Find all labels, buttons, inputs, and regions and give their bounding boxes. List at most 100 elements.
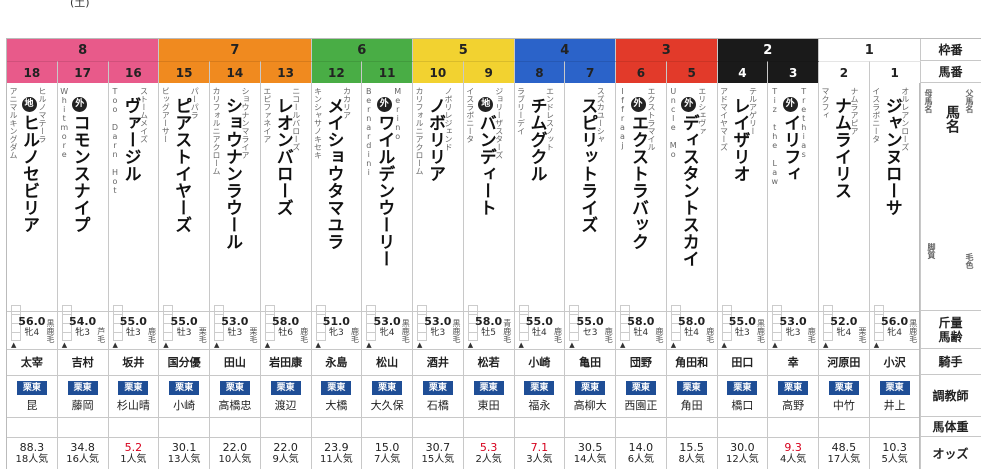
sex-age: 牝3 <box>430 328 446 338</box>
horse-name-cell[interactable]: カリフォルニアクローム ショウナンマライア ショウナンラウール ▲ 栗毛 <box>210 83 261 351</box>
origin-mark: 地 <box>478 97 494 112</box>
trainer-row: 栗東昆栗東 藤岡 栗東 杉山晴 栗東 小崎 栗東 高橋忠 栗東 渡辺 栗東 大橋 栗東 大久保 栗東 石橋 栗東… <box>7 375 921 417</box>
jockey-name[interactable]: 太宰 <box>7 349 58 375</box>
dam-name: ノボリレジェンド <box>444 87 453 151</box>
trainer-name[interactable]: 中竹 <box>832 399 855 412</box>
horse-number-cell: 6 <box>616 61 667 83</box>
horse-name-cell[interactable]: マクフィ ナムラアピア ナムライリス ▲ 栗毛 <box>819 83 870 351</box>
number-row: 18 17 16 15 14 13 12 11 10 9 8 7 6 5 4 3 2 1 <box>7 61 921 83</box>
horse-name-cell[interactable]: アドマイヤマーズ テルアゲリー レイザリオ ▲ 黒鹿毛 <box>718 83 769 351</box>
trainer-name[interactable]: 小崎 <box>173 399 196 412</box>
horse-name-cell[interactable]: エピファネイア ニコールバローズ レオンバローズ ▲ 鹿毛 <box>261 83 312 351</box>
horse-name-text[interactable]: ジャンヌローサ <box>881 97 902 216</box>
odds-cell: 22.0 9人気 <box>261 437 312 469</box>
horse-name-cell[interactable]: Too Darn Hot ストームメイズ ヴァージル ▲ 鹿毛 <box>109 83 160 351</box>
horse-name-cell[interactable]: ラブリーデイ エンドレスノット チムグクル ▲ 鹿毛 <box>515 83 566 351</box>
horse-name-cell[interactable]: Iffraaj エクストラマイル 外エクストラバック ▲ 鹿毛 <box>616 83 667 351</box>
horse-name-text[interactable]: ノボリリア <box>425 97 445 182</box>
horse-name-cell[interactable]: Tiz the Law Trethias 外イリフィ ▲ 鹿毛 <box>768 83 819 351</box>
trainer-name[interactable]: 福永 <box>528 399 551 412</box>
coat-color: 鹿毛 <box>553 327 563 343</box>
horse-name-text[interactable]: ヴァージル <box>120 97 141 182</box>
jockey-name[interactable]: 吉村 <box>58 349 109 375</box>
horse-name-text[interactable]: チムグクル <box>526 97 547 182</box>
odds-cell: 7.1 3人気 <box>515 437 566 469</box>
jockey-name[interactable]: 坂井 <box>109 349 160 375</box>
trainer-name[interactable]: 高橋忠 <box>218 399 252 412</box>
jockey-name[interactable]: 小沢 <box>870 349 921 375</box>
horse-name-text[interactable]: コモンスナイプ <box>69 114 90 233</box>
horse-name-text[interactable]: ナムライリス <box>831 97 851 199</box>
jockey-name[interactable]: 団野 <box>616 349 667 375</box>
jockey-name[interactable]: 国分優 <box>159 349 210 375</box>
trainer-name[interactable]: 藤岡 <box>71 399 94 412</box>
trainer-name[interactable]: 井上 <box>883 399 906 412</box>
horse-name-text[interactable]: ワイルデンウーリー <box>374 114 395 267</box>
horse-name-cell[interactable]: アニマルキングダム ヒルノマテーラ 地ヒルノセビリア ▲ 黒鹿毛 <box>7 83 58 351</box>
horse-name-text[interactable]: ディスタントスカイ <box>678 114 699 267</box>
jockey-name[interactable]: 田口 <box>718 349 769 375</box>
popularity-rank: 6人気 <box>627 454 655 465</box>
kyaku-marker-icon: ▲ <box>163 341 169 349</box>
jockey-name[interactable]: 亀田 <box>565 349 616 375</box>
carried-weight: 51.0 <box>322 315 350 328</box>
horse-name-cell[interactable]: ビッグアーサー パーパラ ピアストイヤーズ ▲ 栗毛 <box>159 83 210 351</box>
coat-color: 黒鹿毛 <box>756 319 766 343</box>
horse-name-text[interactable]: メイショウタマユラ <box>323 97 344 250</box>
trainer-name[interactable]: 高野 <box>782 399 805 412</box>
jockey-name[interactable]: 角田和 <box>667 349 718 375</box>
jockey-name[interactable]: 田山 <box>210 349 261 375</box>
coat-color: 鹿毛 <box>147 327 157 343</box>
trainer-name[interactable]: 角田 <box>680 399 703 412</box>
horse-name-text[interactable]: イリフィ <box>780 114 801 182</box>
horse-name-text[interactable]: エクストラバック <box>628 114 648 250</box>
trainer-name[interactable]: 昆 <box>26 399 38 412</box>
carried-weight: 53.0 <box>373 315 401 328</box>
dam-name: ショウナンマライア <box>241 87 250 159</box>
horse-name-cell[interactable]: スズカユーシャ スピリットライズ ▲ 鹿毛 <box>565 83 616 351</box>
horse-name-text[interactable]: スピリットライズ <box>577 97 598 233</box>
trainer-name[interactable]: 杉山晴 <box>116 399 150 412</box>
horse-name-cell[interactable]: キンシャサノキセキ カカリア メイショウタマユラ ▲ 鹿毛 <box>312 83 363 351</box>
odds-value: 5.3 <box>479 441 498 454</box>
horse-name-text[interactable]: レオンバローズ <box>272 97 293 216</box>
trainer-name[interactable]: 東田 <box>477 399 500 412</box>
odds-cell: 15.5 8人気 <box>667 437 718 469</box>
jockey-name[interactable]: 永島 <box>312 349 363 375</box>
jockey-name[interactable]: 松若 <box>464 349 515 375</box>
horse-number-cell: 10 <box>413 61 464 83</box>
popularity-rank: 11人気 <box>320 454 353 465</box>
jockey-name[interactable]: 松山 <box>362 349 413 375</box>
trainer-name[interactable]: 西園正 <box>624 399 658 412</box>
horse-name-text[interactable]: ヒルノセビリア <box>19 114 39 233</box>
horse-name-cell[interactable]: イスラボニータ オルレアンローズ ジャンヌローサ ▲ 黒鹿毛 <box>870 83 921 351</box>
horse-name-cell[interactable]: イスラボニータ ジョリーザスターズ 地バンディート ▲ 青鹿毛 <box>464 83 515 351</box>
jockey-name[interactable]: 河原田 <box>819 349 870 375</box>
trainer-name[interactable]: 石橋 <box>426 399 449 412</box>
trainer-name[interactable]: 大久保 <box>370 399 404 412</box>
horse-name-text[interactable]: バンディート <box>475 114 496 216</box>
jockey-name[interactable]: 小崎 <box>515 349 566 375</box>
trainer-cell: 栗東 大久保 <box>362 375 413 417</box>
horse-name-text[interactable]: ショウナンラウール <box>222 97 242 250</box>
coat-color: 栗毛 <box>858 327 867 343</box>
horse-name-text[interactable]: ピアストイヤーズ <box>171 97 192 233</box>
horse-name-cell[interactable]: Bernardini Merino 外ワイルデンウーリー ▲ 黒鹿毛 <box>362 83 413 351</box>
horse-name-cell[interactable]: Uncle Mo エリシェヴァ 外ディスタントスカイ ▲ 鹿毛 <box>667 83 718 351</box>
horse-name-text[interactable]: レイザリオ <box>729 97 750 182</box>
stable-badge: 栗東 <box>575 381 606 395</box>
popularity-rank: 12人気 <box>726 454 759 465</box>
trainer-name[interactable]: 渡辺 <box>274 399 297 412</box>
jockey-name[interactable]: 岩田康 <box>261 349 312 375</box>
trainer-name[interactable]: 高柳大 <box>573 399 607 412</box>
odds-cell: 9.3 4人気 <box>768 437 819 469</box>
horse-name-cell[interactable]: Whitmore 外コモンスナイプ ▲ 芦毛 <box>58 83 109 351</box>
kyaku-boxes <box>467 305 478 341</box>
carried-weight: 53.0 <box>779 315 807 328</box>
odds-value: 14.0 <box>628 441 654 454</box>
jockey-name[interactable]: 酒井 <box>413 349 464 375</box>
trainer-name[interactable]: 橋口 <box>731 399 754 412</box>
horse-name-cell[interactable]: カリフォルニアクローム ノボリレジェンド ノボリリア ▲ 黒鹿毛 <box>413 83 464 351</box>
trainer-name[interactable]: 大橋 <box>325 399 348 412</box>
jockey-name[interactable]: 幸 <box>768 349 819 375</box>
